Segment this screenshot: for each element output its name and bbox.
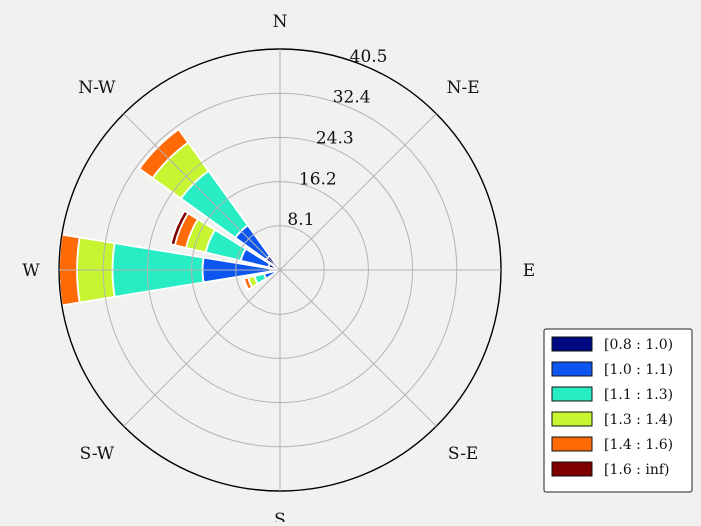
angular-gridline xyxy=(279,113,437,271)
legend-label: [0.8 : 1.0) xyxy=(604,337,673,353)
direction-label: S-W xyxy=(80,444,115,464)
legend-label: [1.6 : inf) xyxy=(604,462,669,478)
direction-label: N xyxy=(273,12,288,32)
legend-label: [1.4 : 1.6) xyxy=(604,437,673,453)
radial-tick-label: 16.2 xyxy=(299,169,337,189)
legend-swatch xyxy=(551,411,593,427)
legend-label: [1.3 : 1.4) xyxy=(604,412,673,428)
legend-swatch xyxy=(551,461,593,477)
angular-gridline xyxy=(123,113,281,271)
radial-tick-label: 8.1 xyxy=(287,210,314,230)
legend-label: [1.1 : 1.3) xyxy=(604,387,673,403)
legend-label: [1.0 : 1.1) xyxy=(604,362,673,378)
grid-layer xyxy=(58,48,502,492)
legend: [0.8 : 1.0) [1.0 : 1.1) [1.1 : 1.3) [1.3 : … xyxy=(543,328,693,493)
sector-247.5-bin-5 xyxy=(241,277,250,292)
sector-292.5-bin-5 xyxy=(169,209,190,247)
sector-315-bin-5 xyxy=(137,127,180,170)
direction-label: S xyxy=(274,510,286,522)
legend-swatch xyxy=(551,386,593,402)
angular-gridline xyxy=(123,269,281,427)
angular-gridline xyxy=(279,269,437,427)
direction-label: N-W xyxy=(78,78,116,98)
legend-swatch xyxy=(551,436,593,452)
radial-tick-label: 40.5 xyxy=(350,47,388,67)
direction-label: E xyxy=(523,261,535,281)
legend-swatch xyxy=(551,336,593,352)
legend-swatch xyxy=(551,361,593,377)
radial-tick-label: 24.3 xyxy=(316,128,354,148)
direction-label: N-E xyxy=(447,78,480,98)
labels-layer: N N-E E S-E S S-W W N-W 8.1 16.2 24.3 32.4 40.5 xyxy=(22,12,535,526)
direction-label: W xyxy=(22,261,40,281)
radial-tick-label: 32.4 xyxy=(333,88,371,108)
direction-label: S-E xyxy=(448,444,478,464)
